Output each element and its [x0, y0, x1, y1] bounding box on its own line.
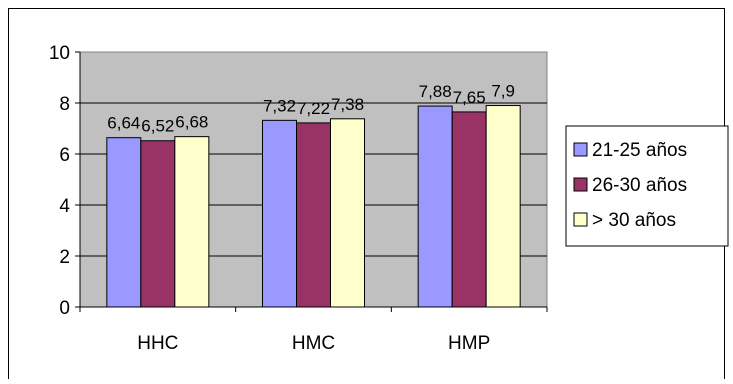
data-label: 6,64 [107, 114, 140, 133]
legend: 21-25 años 26-30 años > 30 años [565, 125, 729, 247]
bar [417, 105, 453, 308]
data-label: 6,52 [141, 117, 174, 136]
legend-label: > 30 años [592, 210, 676, 231]
bar [485, 105, 521, 308]
legend-label: 26-30 años [592, 175, 687, 196]
y-tick-label: 6 [59, 145, 70, 166]
data-label: 7,38 [331, 95, 364, 114]
data-label: 7,22 [297, 99, 330, 118]
x-tick-label: HMP [448, 333, 490, 354]
legend-swatch [573, 177, 588, 192]
bar [174, 136, 210, 308]
y-tick-label: 4 [59, 196, 70, 217]
bar-group [106, 105, 521, 308]
bar [330, 118, 365, 308]
legend-box [565, 125, 729, 247]
bar [262, 119, 297, 308]
x-tick-label: HMC [292, 333, 335, 354]
bar [451, 111, 487, 308]
y-tick-label: 8 [59, 94, 70, 115]
data-label-group: 6,64 6,52 6,68 7,32 7,22 7,38 7,88 7,65 7,9 [107, 82, 515, 136]
y-tick-label: 2 [59, 247, 70, 268]
data-label: 7,88 [419, 82, 452, 101]
data-label: 7,9 [491, 82, 515, 101]
x-axis: HHC HMC HMP [79, 306, 548, 354]
bar [296, 122, 331, 308]
legend-swatch [573, 212, 588, 227]
y-tick-label: 0 [59, 298, 70, 319]
data-label: 7,65 [453, 88, 486, 107]
y-tick-label: 10 [49, 43, 70, 64]
data-label: 7,32 [263, 96, 296, 115]
data-label: 6,68 [175, 113, 208, 132]
legend-label: 21-25 años [592, 140, 687, 161]
bar [106, 137, 142, 308]
x-tick-label: HHC [137, 333, 178, 354]
legend-swatch [573, 142, 588, 157]
bar [140, 140, 176, 308]
y-axis: 0 2 4 6 8 10 [49, 43, 81, 319]
